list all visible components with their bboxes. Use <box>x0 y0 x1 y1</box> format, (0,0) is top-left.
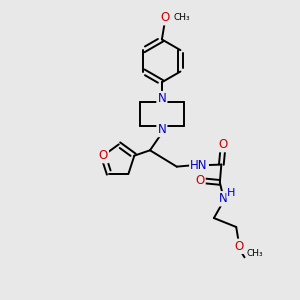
Text: O: O <box>235 240 244 253</box>
Text: N: N <box>158 123 166 136</box>
Text: N: N <box>218 192 227 205</box>
Text: H: H <box>227 188 236 198</box>
Text: O: O <box>160 11 170 24</box>
Text: O: O <box>218 138 227 151</box>
Text: O: O <box>195 174 205 188</box>
Text: N: N <box>158 92 166 105</box>
Text: CH₃: CH₃ <box>173 13 190 22</box>
Text: O: O <box>99 149 108 162</box>
Text: HN: HN <box>190 159 208 172</box>
Text: CH₃: CH₃ <box>247 249 263 258</box>
